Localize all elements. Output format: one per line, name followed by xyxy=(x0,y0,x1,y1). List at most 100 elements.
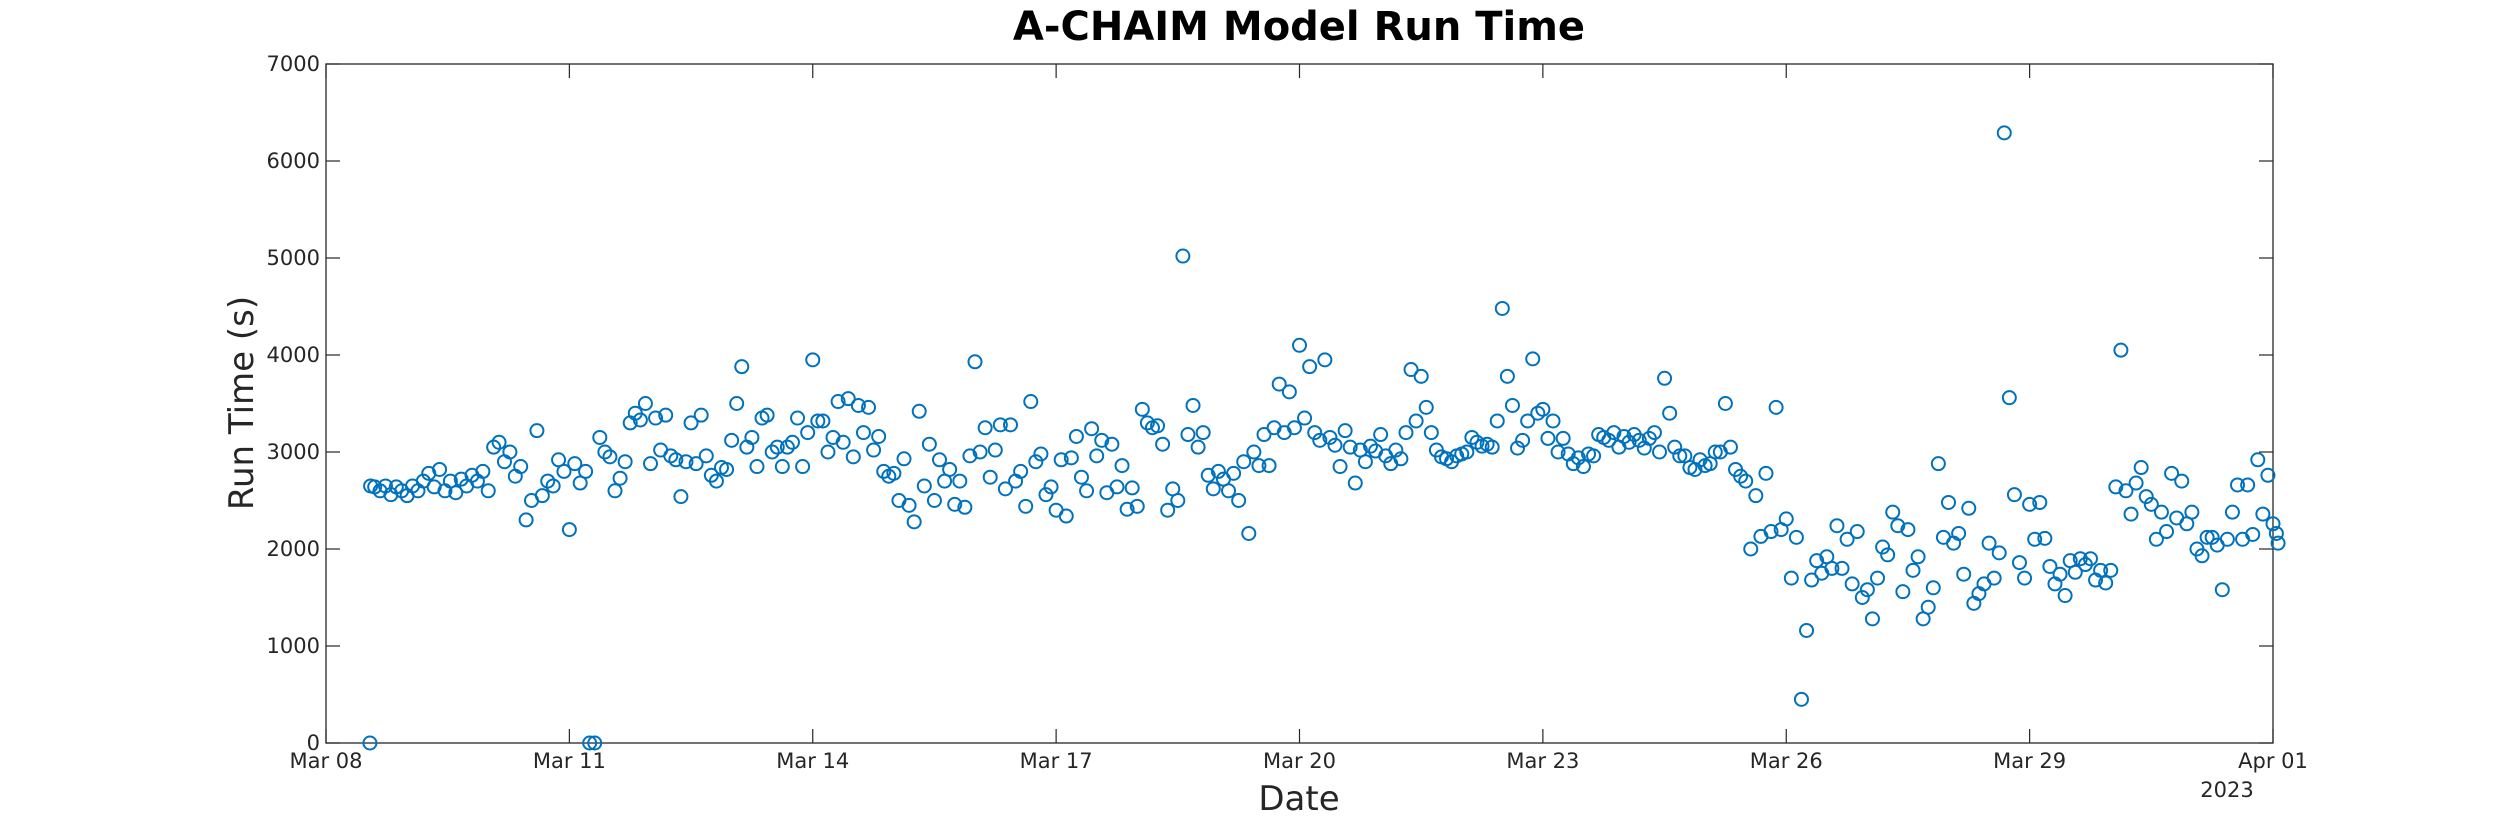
data-point xyxy=(1799,622,1815,638)
data-point xyxy=(2219,531,2235,547)
data-point xyxy=(1256,427,1272,443)
data-point xyxy=(2011,555,2027,571)
data-point xyxy=(896,451,912,467)
data-point xyxy=(2022,496,2038,512)
data-point xyxy=(1058,508,1074,524)
axis-ticks: Mar 08 Mar 11 Mar 14 Mar 17 Mar 20 Mar 23 Mar … xyxy=(267,52,2308,773)
data-point xyxy=(1362,438,1378,454)
data-point xyxy=(2082,551,2098,567)
data-point xyxy=(597,444,613,460)
data-point xyxy=(612,470,628,486)
data-point xyxy=(1084,421,1100,437)
data-point xyxy=(1393,451,1409,467)
y-axis-label: Run Time (s) xyxy=(222,296,262,510)
data-point xyxy=(1930,456,1946,472)
data-point xyxy=(947,496,963,512)
data-point xyxy=(1910,549,1926,565)
data-point xyxy=(1657,370,1673,386)
data-point xyxy=(1499,368,1515,384)
data-point xyxy=(1844,576,1860,592)
data-point xyxy=(795,459,811,475)
data-point xyxy=(972,444,988,460)
data-point xyxy=(1241,525,1257,541)
data-point xyxy=(734,359,750,375)
data-point xyxy=(1586,448,1602,464)
data-point xyxy=(632,412,648,428)
data-point xyxy=(658,407,674,423)
data-point xyxy=(1758,465,1774,481)
data-point xyxy=(1317,352,1333,368)
data-point xyxy=(678,454,694,470)
data-point xyxy=(1104,436,1120,452)
data-point xyxy=(1271,376,1287,392)
data-point xyxy=(1073,469,1089,485)
data-point xyxy=(724,432,740,448)
data-point xyxy=(1793,691,1809,707)
data-point xyxy=(774,459,790,475)
data-point xyxy=(1226,465,1242,481)
data-point xyxy=(2042,558,2058,574)
data-point xyxy=(1221,483,1237,499)
data-point xyxy=(1986,570,2002,586)
data-point xyxy=(648,410,664,426)
data-point xyxy=(567,456,583,472)
data-point xyxy=(997,481,1013,497)
y-tick-label: 5000 xyxy=(267,246,320,270)
data-point xyxy=(2250,452,2266,468)
data-point xyxy=(861,399,877,415)
data-point xyxy=(1307,425,1323,441)
data-point xyxy=(759,407,775,423)
data-point xyxy=(1941,494,1956,510)
data-point xyxy=(1890,518,1906,534)
data-point xyxy=(1880,547,1896,563)
data-point xyxy=(886,465,902,481)
data-point xyxy=(1991,545,2007,561)
data-point xyxy=(1662,405,1678,421)
data-point xyxy=(1875,539,1891,555)
data-point xyxy=(764,444,780,460)
data-point xyxy=(556,463,572,479)
data-point xyxy=(2098,575,2114,591)
data-point xyxy=(1515,432,1531,448)
data-point xyxy=(1733,468,1749,484)
data-point xyxy=(1175,248,1191,264)
data-point xyxy=(1423,425,1439,441)
data-point xyxy=(810,413,826,429)
data-point xyxy=(2006,487,2022,503)
data-point xyxy=(1951,525,1967,541)
data-point xyxy=(448,485,464,501)
data-point xyxy=(1905,562,1921,578)
data-point xyxy=(2143,496,2159,512)
data-point xyxy=(2108,479,2124,495)
data-point xyxy=(1849,524,1865,540)
data-point xyxy=(1839,531,1855,547)
data-point xyxy=(992,417,1008,433)
data-point xyxy=(2133,460,2149,476)
data-point xyxy=(475,463,491,479)
data-point xyxy=(1824,560,1840,576)
data-point xyxy=(769,439,785,455)
data-point xyxy=(1535,401,1551,417)
data-point xyxy=(668,452,684,468)
data-point xyxy=(1550,444,1566,460)
data-point xyxy=(1124,480,1140,496)
y-tick-label: 0 xyxy=(307,731,320,755)
data-point xyxy=(2067,564,2083,580)
data-point xyxy=(491,434,507,450)
data-point xyxy=(1322,429,1338,445)
data-point xyxy=(1743,541,1759,557)
data-point xyxy=(607,483,623,499)
data-point xyxy=(643,456,658,472)
data-point xyxy=(1489,413,1505,429)
data-point xyxy=(1996,125,2012,141)
data-point xyxy=(1748,488,1764,504)
data-point xyxy=(688,456,704,472)
data-point xyxy=(1763,524,1779,540)
data-point xyxy=(1707,444,1723,460)
data-point xyxy=(1043,479,1059,495)
data-point xyxy=(1555,430,1571,446)
data-point xyxy=(2199,529,2215,545)
data-point xyxy=(693,407,709,423)
data-point xyxy=(2037,530,2053,546)
data-point xyxy=(1870,570,1886,586)
